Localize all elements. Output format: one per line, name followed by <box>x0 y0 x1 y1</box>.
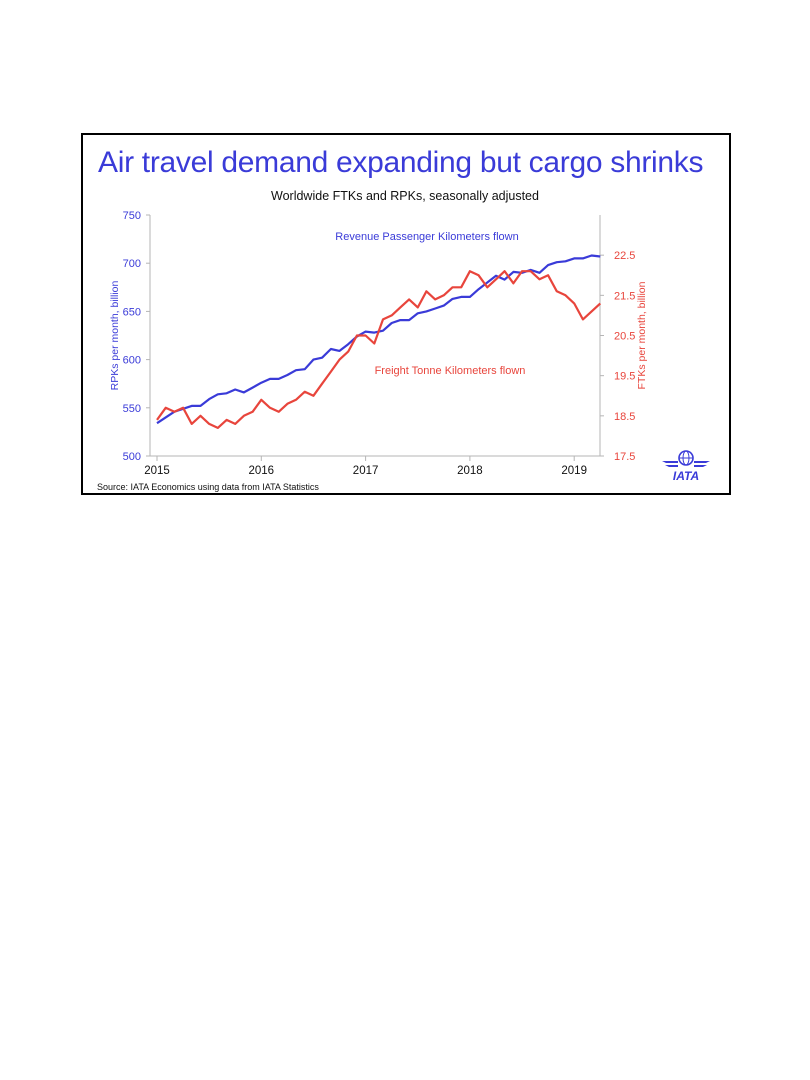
right-tick-label: 19.5 <box>614 371 635 383</box>
left-tick-label: 750 <box>123 210 141 222</box>
iata-logo: IATA <box>662 450 710 483</box>
x-tick-label: 2017 <box>353 465 379 477</box>
rpk-annotation: Revenue Passenger Kilometers flown <box>335 231 518 243</box>
chart-title: Air travel demand expanding but cargo sh… <box>98 146 704 179</box>
x-tick-label: 2019 <box>561 465 587 477</box>
x-tick-label: 2015 <box>144 465 170 477</box>
x-tick-label: 2018 <box>457 465 483 477</box>
right-tick-label: 22.5 <box>614 250 635 262</box>
source-note: Source: IATA Economics using data from I… <box>97 482 319 492</box>
right-tick-label: 21.5 <box>614 290 635 302</box>
x-tick-label: 2016 <box>249 465 275 477</box>
left-tick-label: 550 <box>123 403 141 415</box>
chart-subtitle: Worldwide FTKs and RPKs, seasonally adju… <box>271 189 539 203</box>
left-tick-label: 700 <box>123 258 141 270</box>
rpk-series-line <box>156 254 601 425</box>
right-tick-label: 17.5 <box>614 451 635 463</box>
right-tick-label: 20.5 <box>614 331 635 343</box>
left-tick-label: 500 <box>123 451 141 463</box>
left-tick-label: 600 <box>123 355 141 367</box>
left-axis-title: RPKs per month, billion <box>109 280 121 390</box>
right-axis-title: FTKs per month, billion <box>636 281 648 389</box>
ftk-annotation: Freight Tonne Kilometers flown <box>375 365 526 377</box>
right-tick-label: 18.5 <box>614 411 635 423</box>
left-tick-label: 650 <box>123 306 141 318</box>
iata-logo-text: IATA <box>673 469 699 483</box>
ftk-series-line <box>156 270 602 429</box>
chart-frame <box>81 133 731 495</box>
